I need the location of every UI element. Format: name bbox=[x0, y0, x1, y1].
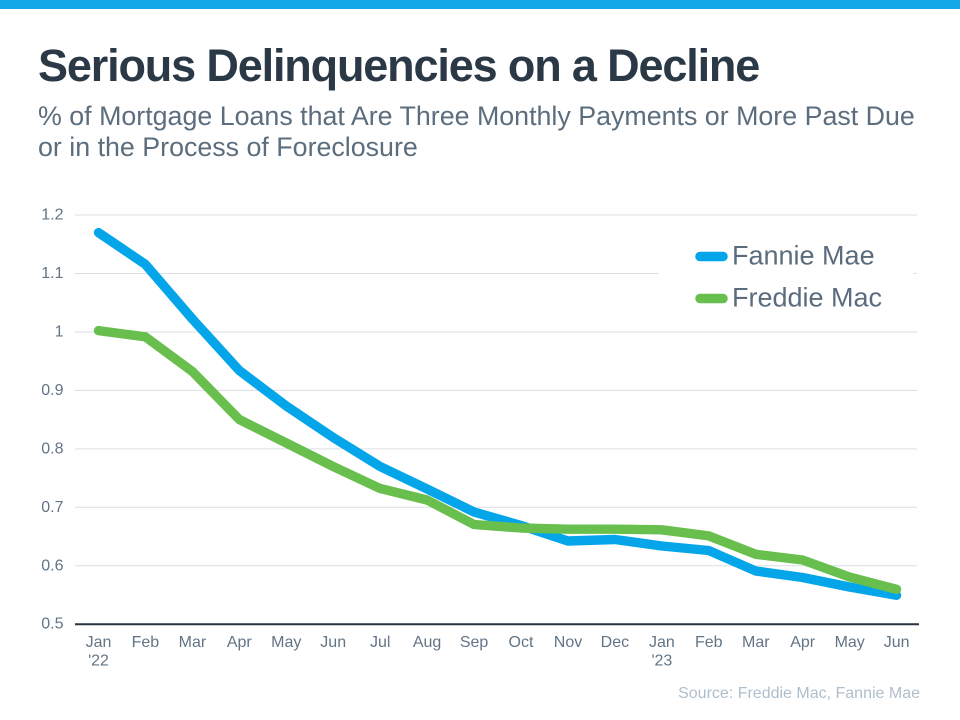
svg-text:Feb: Feb bbox=[132, 634, 160, 651]
svg-text:Aug: Aug bbox=[413, 634, 441, 651]
svg-text:May: May bbox=[271, 634, 301, 651]
svg-text:Apr: Apr bbox=[227, 634, 253, 651]
svg-text:Jun: Jun bbox=[320, 634, 346, 651]
svg-text:Nov: Nov bbox=[554, 634, 582, 651]
svg-text:Sep: Sep bbox=[460, 634, 489, 651]
svg-text:0.5: 0.5 bbox=[41, 616, 63, 633]
svg-text:Mar: Mar bbox=[742, 634, 770, 651]
svg-text:1: 1 bbox=[55, 323, 64, 340]
svg-text:Freddie Mac: Freddie Mac bbox=[732, 283, 882, 313]
svg-text:0.8: 0.8 bbox=[41, 441, 63, 458]
svg-text:Feb: Feb bbox=[695, 634, 723, 651]
svg-text:0.9: 0.9 bbox=[41, 382, 63, 399]
svg-text:Jul: Jul bbox=[370, 634, 390, 651]
svg-text:May: May bbox=[835, 634, 865, 651]
svg-text:Apr: Apr bbox=[790, 634, 816, 651]
svg-text:Oct: Oct bbox=[509, 634, 534, 651]
svg-text:Jan: Jan bbox=[649, 634, 675, 651]
svg-text:Jan: Jan bbox=[86, 634, 112, 651]
svg-text:Fannie Mae: Fannie Mae bbox=[732, 241, 875, 271]
svg-text:1.2: 1.2 bbox=[41, 206, 63, 223]
svg-text:Jun: Jun bbox=[884, 634, 910, 651]
svg-text:'22: '22 bbox=[88, 653, 109, 670]
svg-text:'23: '23 bbox=[651, 653, 672, 670]
svg-text:0.7: 0.7 bbox=[41, 499, 63, 516]
svg-text:1.1: 1.1 bbox=[41, 265, 63, 282]
svg-text:0.6: 0.6 bbox=[41, 558, 63, 575]
svg-text:Mar: Mar bbox=[179, 634, 207, 651]
svg-text:Dec: Dec bbox=[601, 634, 629, 651]
